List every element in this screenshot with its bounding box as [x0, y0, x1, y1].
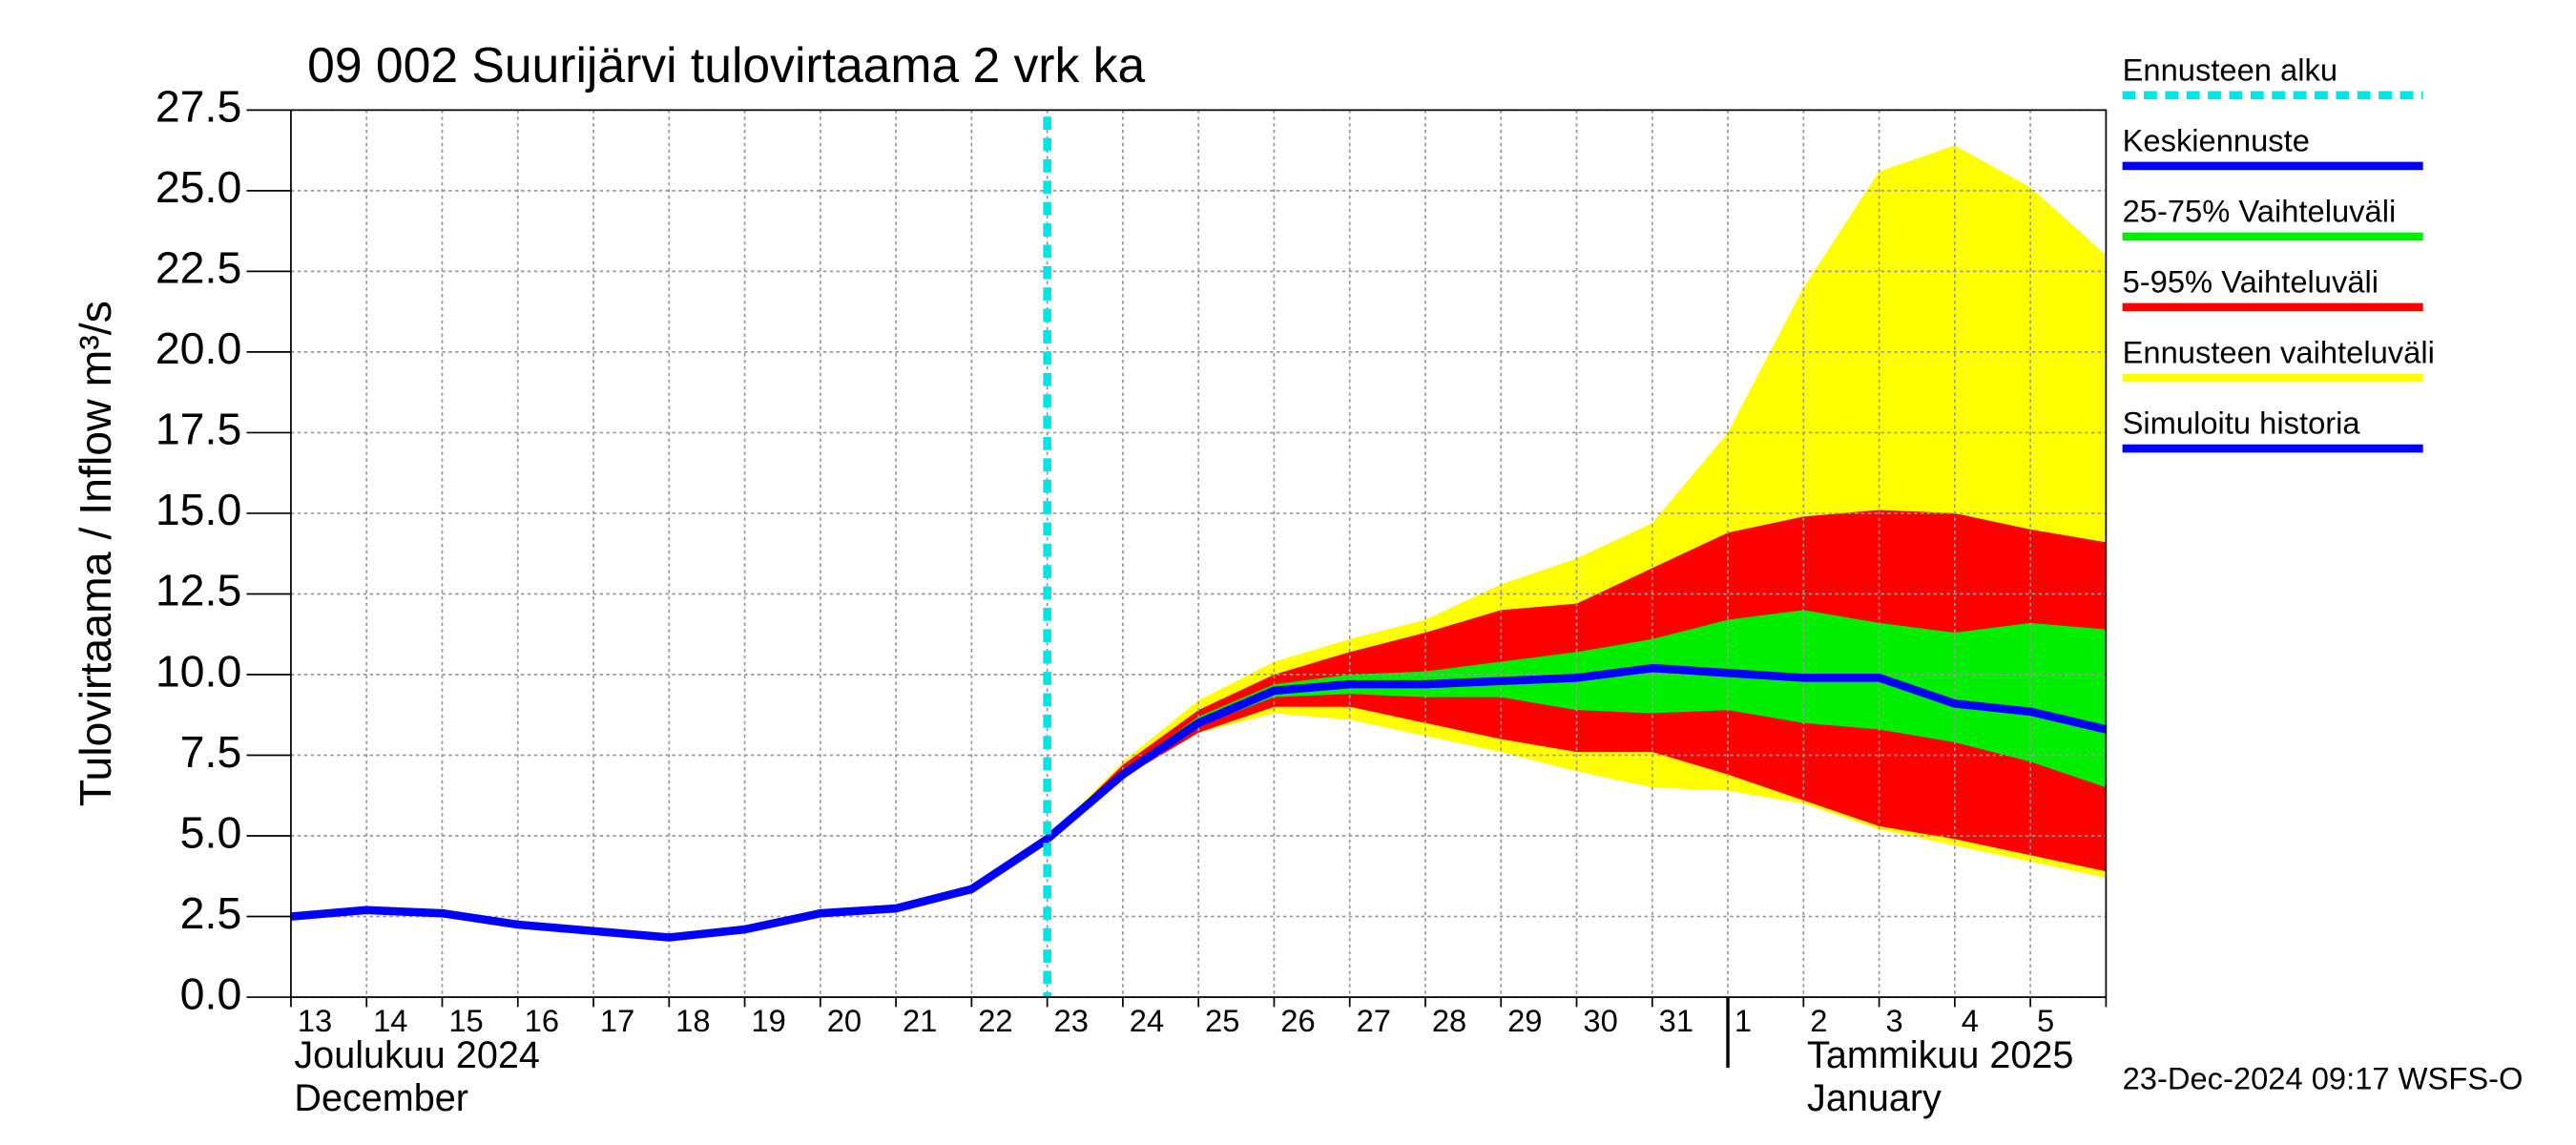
x-tick-label: 25	[1205, 1003, 1239, 1038]
footer: 23-Dec-2024 09:17 WSFS-O	[2123, 1060, 2524, 1095]
y-tick-label: 5.0	[180, 807, 242, 857]
y-tick-label: 15.0	[156, 485, 241, 534]
x-tick-label: 30	[1583, 1003, 1617, 1038]
x-tick-label: 28	[1432, 1003, 1466, 1038]
x-tick-label: 4	[1962, 1003, 1979, 1038]
series-line	[290, 835, 1050, 942]
x-tick-label: 16	[525, 1003, 559, 1038]
x-tick-label: 26	[1280, 1003, 1315, 1038]
y-tick-label: 12.5	[156, 566, 241, 615]
x-tick-label: 15	[448, 1003, 483, 1038]
chart-title: 09 002 Suurijärvi tulovirtaama 2 vrk ka	[307, 37, 1145, 93]
y-tick-label: 20.0	[156, 323, 241, 373]
y-tick-label: 2.5	[180, 888, 242, 938]
x-tick-label: 20	[827, 1003, 862, 1038]
lines	[290, 116, 2108, 998]
legend-label: 25-75% Vaihteluväli	[2123, 193, 2397, 228]
series-line	[1044, 663, 2108, 843]
x-tick-label: 27	[1357, 1003, 1391, 1038]
legend-label: Ennusteen alku	[2123, 52, 2337, 87]
y-tick-label: 10.0	[156, 646, 241, 696]
x-tick-label: 13	[298, 1003, 332, 1038]
band-area	[1047, 610, 2107, 840]
y-tick-label: 27.5	[156, 82, 241, 132]
x-tick-label: 22	[978, 1003, 1012, 1038]
x-tick-label: 5	[2037, 1003, 2054, 1038]
x-tick-label: 24	[1130, 1003, 1164, 1038]
month-label: Joulukuu 2024	[294, 1034, 539, 1076]
month-label: January	[1807, 1077, 1942, 1119]
x-tick-label: 1	[1735, 1003, 1752, 1038]
legend-label: Simuloitu historia	[2123, 406, 2361, 441]
y-tick-label: 7.5	[180, 727, 242, 777]
y-tick-label: 0.0	[180, 968, 242, 1018]
month-label: December	[294, 1077, 468, 1119]
x-tick-label: 31	[1659, 1003, 1693, 1038]
y-tick-label: 17.5	[156, 405, 241, 454]
x-tick-label: 2	[1810, 1003, 1827, 1038]
y-axis-label: Tulovirtaama / Inflow m³/s	[71, 301, 120, 806]
y-tick-label: 22.5	[156, 243, 241, 293]
y-tick-label: 25.0	[156, 162, 241, 212]
x-tick-label: 14	[373, 1003, 407, 1038]
month-label: Tammikuu 2025	[1807, 1034, 2073, 1076]
x-tick-label: 17	[600, 1003, 634, 1038]
x-tick-label: 23	[1054, 1003, 1089, 1038]
x-tick-label: 29	[1507, 1003, 1542, 1038]
x-tick-label: 3	[1885, 1003, 1902, 1038]
x-tick-label: 21	[903, 1003, 937, 1038]
legend-label: Ennusteen vaihteluväli	[2123, 334, 2435, 369]
x-tick-label: 19	[751, 1003, 785, 1038]
legend-label: Keskiennuste	[2123, 122, 2310, 157]
x-tick-label: 18	[675, 1003, 710, 1038]
legend-label: 5-95% Vaihteluväli	[2123, 263, 2379, 299]
